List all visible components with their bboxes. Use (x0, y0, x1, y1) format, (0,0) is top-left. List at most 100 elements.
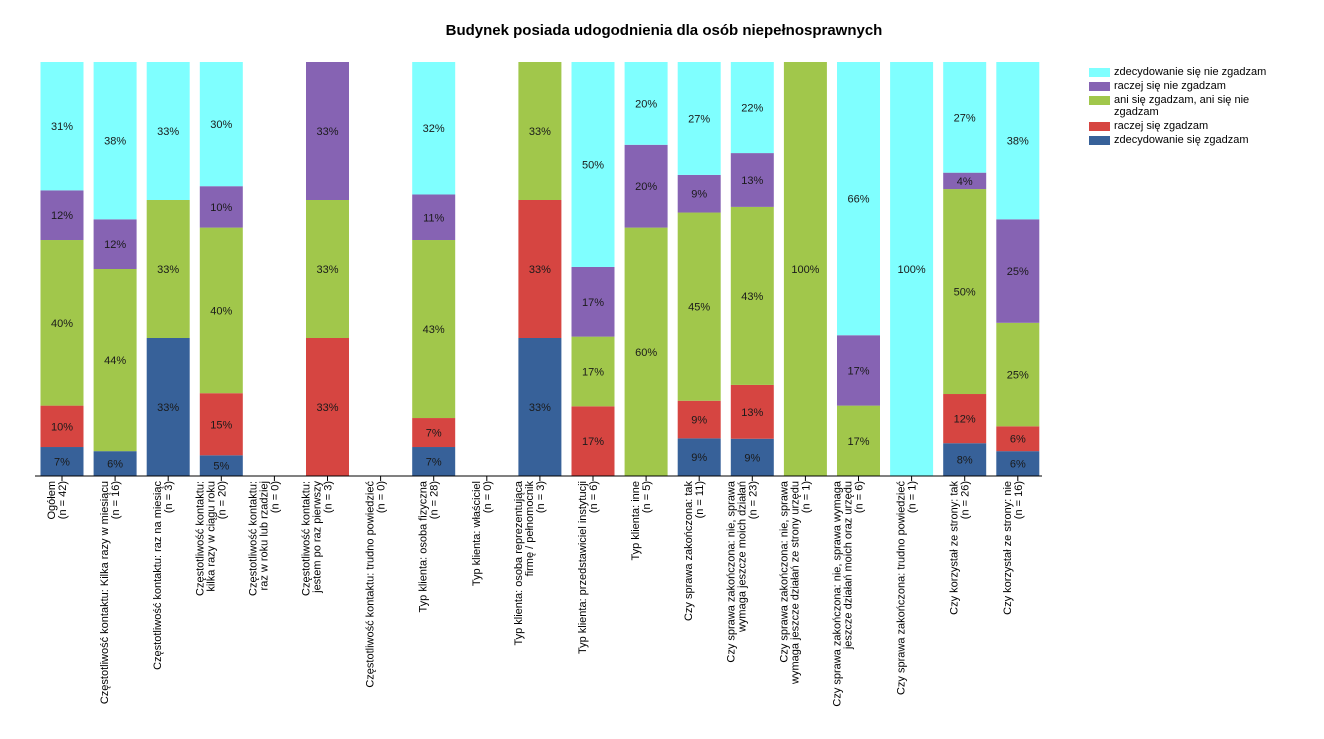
category-label-line: (n = 16) (110, 481, 122, 519)
category-label-line: (n = 3) (323, 481, 335, 513)
data-label: 22% (741, 103, 763, 115)
category-label: Częstotliwość kontaktu: jestem po raz pie… (301, 481, 335, 596)
category-label: Czy sprawa zakończona: trudno powiedzieć… (896, 481, 919, 696)
bar-segment (40, 405, 84, 448)
bar-segment (93, 219, 137, 269)
bar-segment (943, 62, 987, 173)
data-label: 32% (423, 123, 445, 135)
data-label: 33% (157, 126, 179, 138)
bar-segment (306, 200, 349, 338)
bar-segment (624, 227, 668, 476)
bar-segment (199, 227, 243, 394)
legend-item: zdecydowanie się nie zgadzam (1089, 66, 1289, 78)
data-label: 100% (791, 264, 819, 276)
category-label-line: (n = 26) (960, 481, 972, 519)
category-label: Czy sprawa zakończona: nie, sprawa wymaga… (778, 480, 812, 685)
data-label: 33% (157, 264, 179, 276)
data-label: 13% (741, 407, 763, 419)
data-label: 66% (847, 194, 869, 206)
bar-segment (996, 62, 1040, 220)
category-label: Czy sprawa zakończona: nie, sprawa wymag… (832, 480, 866, 706)
bar-segment (146, 62, 190, 200)
category-label: Ogółem (n = 42) (46, 481, 69, 520)
bar-segment (890, 62, 934, 476)
category-label-line: firmę / pełnomocnik (524, 481, 536, 577)
data-label: 12% (954, 414, 976, 426)
data-label: 12% (104, 239, 126, 251)
data-label: 9% (691, 189, 707, 201)
category-label: Częstotliwość kontaktu: kilka razy w ciąg… (194, 481, 228, 596)
category-label-line: Czy korzystał ze strony: tak (949, 481, 961, 615)
data-label: 12% (51, 210, 73, 222)
bar-segment (677, 400, 721, 439)
data-label: 27% (954, 112, 976, 124)
category-label-line: (n = 6) (854, 481, 866, 513)
data-label: 33% (316, 264, 338, 276)
bar-segment (837, 62, 880, 336)
category-label-line: (n = 1) (800, 481, 812, 513)
data-label: 31% (51, 121, 73, 133)
bar-segment (199, 393, 243, 456)
bar-segment (571, 266, 615, 337)
category-label-line: raz w roku lub rzadziej (258, 481, 270, 590)
category-label-line: (n = 5) (641, 481, 653, 513)
data-label: 25% (1007, 370, 1029, 382)
category-label-line: Częstotliwość kontaktu: (247, 481, 259, 596)
bar-segment (412, 240, 456, 419)
category-label-line: (n = 0) (482, 481, 494, 513)
category-label: Typ klienta: przedstawiciel instytucji (n… (577, 481, 600, 654)
data-label: 38% (1007, 136, 1029, 148)
data-label: 40% (51, 318, 73, 330)
data-label: 6% (1010, 459, 1026, 471)
category-label-line: jeszcze działań moich oraz urzędu (843, 481, 855, 650)
data-label: 45% (688, 302, 710, 314)
category-label-line: (n = 0) (269, 481, 281, 513)
data-label: 33% (316, 126, 338, 138)
category-label: Częstotliwość kontaktu: Kilka razy w mie… (99, 481, 122, 704)
data-label: 25% (1007, 266, 1029, 278)
data-label: 33% (529, 126, 551, 138)
data-label: 10% (210, 202, 232, 214)
legend-swatch (1089, 136, 1110, 145)
category-label-line: Czy korzystał ze strony: nie (1002, 481, 1014, 615)
bar-segment (199, 186, 243, 228)
bar-segment (571, 406, 615, 476)
legend-item: raczej się nie zgadzam (1089, 80, 1289, 92)
legend-label: raczej się zgadzam (1114, 120, 1209, 132)
legend-item: ani się zgadzam, ani się nie zgadzam (1089, 94, 1289, 118)
category-label: Częstotliwość kontaktu: trudno powiedzie… (365, 481, 388, 688)
legend-label: ani się zgadzam, ani się nie zgadzam (1114, 94, 1250, 118)
bar-segment (730, 153, 774, 207)
bar-segment (146, 338, 190, 476)
category-label: Czy sprawa zakończona: nie, sprawa wymaga… (725, 480, 759, 662)
bar-segment (730, 206, 774, 385)
category-label-line: Częstotliwość kontaktu: trudno powiedzie… (365, 481, 377, 688)
category-label: Typ klienta: inne (n = 5) (630, 481, 653, 561)
category-label-line: (n = 16) (1013, 481, 1025, 519)
category-label-line: (n = 28) (429, 481, 441, 519)
data-label: 30% (210, 119, 232, 131)
data-label: 33% (316, 402, 338, 414)
category-label-line: (n = 6) (588, 481, 600, 513)
category-label-line: Ogółem (46, 481, 58, 520)
category-label-line: Częstotliwość kontaktu: (301, 481, 313, 596)
legend-item: zdecydowanie się zgadzam (1089, 134, 1289, 146)
bar-segment (730, 62, 774, 154)
bar-segment (518, 200, 562, 338)
data-label: 15% (210, 419, 232, 431)
legend-swatch (1089, 68, 1110, 77)
data-label: 4% (957, 176, 973, 188)
data-label: 20% (635, 181, 657, 193)
data-label: 13% (741, 175, 763, 187)
bar-segment (730, 438, 774, 476)
data-label: 9% (691, 452, 707, 464)
legend-item: raczej się zgadzam (1089, 120, 1289, 132)
category-label-line: Typ klienta: inne (630, 481, 642, 561)
data-label: 10% (51, 421, 73, 433)
data-label: 50% (954, 287, 976, 299)
data-label: 5% (213, 461, 229, 473)
bar-segment (199, 455, 243, 476)
data-label: 38% (104, 136, 126, 148)
bar-segment (571, 62, 615, 267)
